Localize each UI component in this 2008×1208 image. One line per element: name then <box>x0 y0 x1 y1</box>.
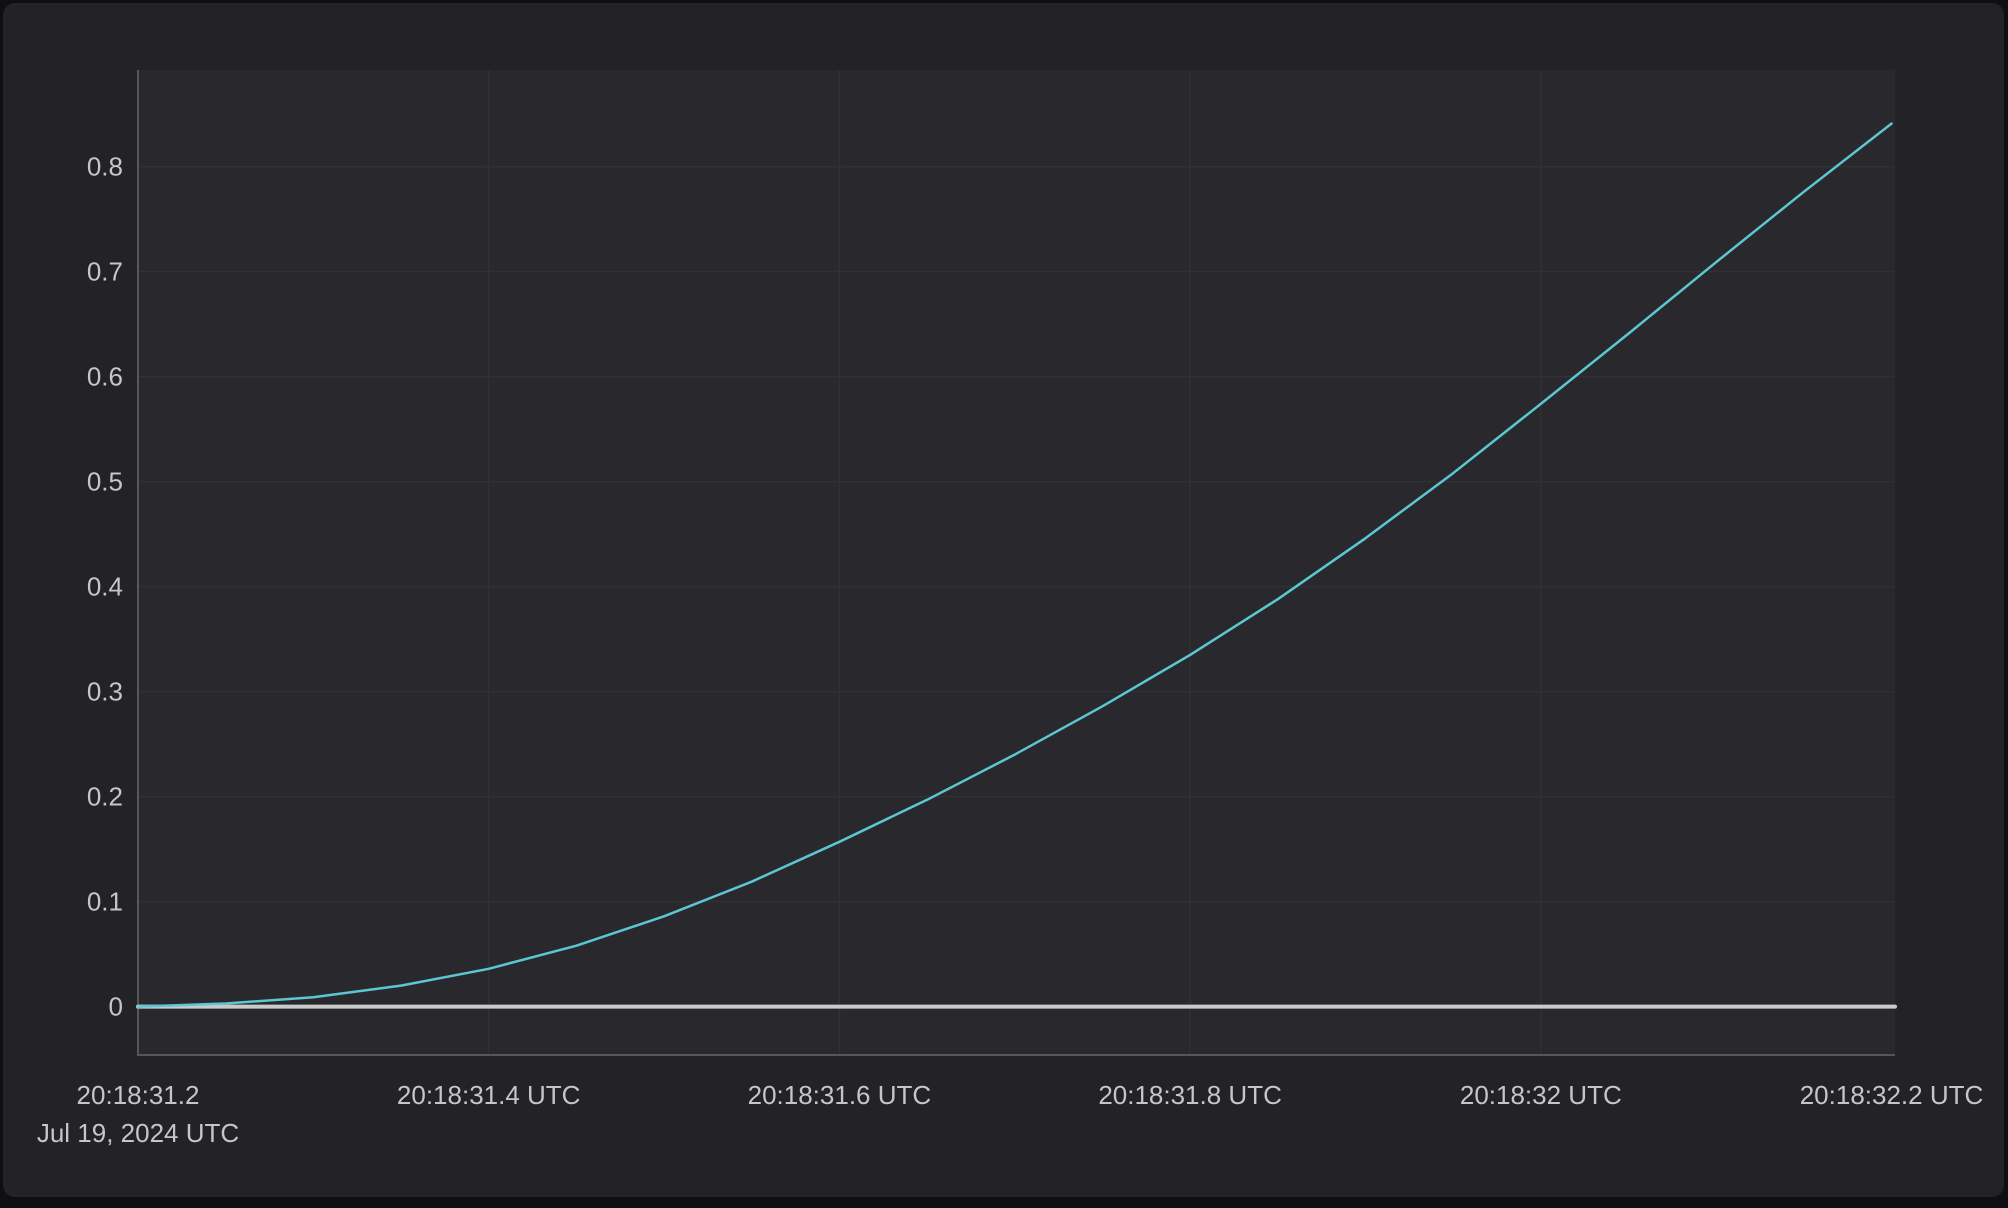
y-tick-label: 0 <box>109 992 123 1022</box>
y-tick-label: 0.8 <box>87 152 123 182</box>
y-tick-label: 0.7 <box>87 257 123 287</box>
x-tick-label: 20:18:31.6 UTC <box>748 1080 932 1110</box>
y-tick-label: 0.3 <box>87 677 123 707</box>
x-tick-label: 20:18:31.4 UTC <box>397 1080 581 1110</box>
y-tick-label: 0.5 <box>87 467 123 497</box>
plot-area[interactable] <box>138 70 1895 1056</box>
x-tick-label: 20:18:32.2 UTC <box>1800 1080 1984 1110</box>
value-series-line <box>136 122 1893 1008</box>
x-tick-label: 20:18:31.2 <box>77 1080 200 1110</box>
y-tick-label: 0.2 <box>87 782 123 812</box>
x-axis-date-label: Jul 19, 2024 UTC <box>37 1118 239 1148</box>
y-tick-label: 0.1 <box>87 887 123 917</box>
y-tick-label: 0.6 <box>87 362 123 392</box>
x-tick-label: 20:18:32 UTC <box>1460 1080 1622 1110</box>
x-tick-label: 20:18:31.8 UTC <box>1098 1080 1282 1110</box>
y-tick-label: 0.4 <box>87 572 123 602</box>
